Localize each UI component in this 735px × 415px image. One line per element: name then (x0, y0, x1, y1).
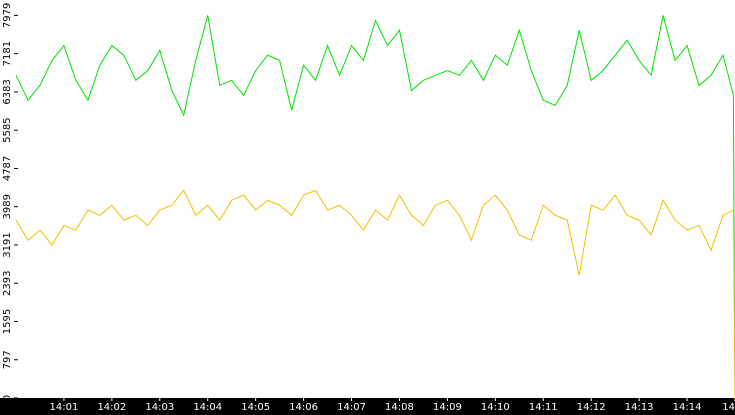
x-tick-label: 14:07 (337, 402, 366, 413)
x-tick-label: 14:09 (433, 402, 462, 413)
x-tick-label: 14 (722, 402, 735, 413)
x-tick-label: 14:02 (97, 402, 126, 413)
y-tick-label: 5585 (2, 117, 13, 142)
series-line (15, 189, 735, 399)
x-tick-label: 14:08 (385, 402, 414, 413)
y-tick-label: 3191 (2, 232, 13, 257)
y-tick-label: 0 (2, 395, 13, 401)
y-tick-label: 4787 (2, 156, 13, 181)
x-tick-label: 14:04 (193, 402, 222, 413)
x-tick-label: 14:13 (625, 402, 654, 413)
y-tick-label: 7979 (2, 3, 13, 28)
x-tick-label: 14:14 (673, 402, 702, 413)
x-tick-label: 14:06 (289, 402, 318, 413)
y-tick-label: 1595 (2, 309, 13, 334)
x-tick-label: 14:12 (577, 402, 606, 413)
x-tick-label: 14:01 (50, 402, 79, 413)
x-tick-label: 14:11 (529, 402, 558, 413)
series-line (15, 15, 735, 399)
x-tick-label: 14:05 (241, 402, 270, 413)
x-tick-label: 14:10 (481, 402, 510, 413)
y-tick-label: 797 (2, 350, 13, 369)
y-tick-label: 6383 (2, 79, 13, 104)
x-tick-label: 14:03 (145, 402, 174, 413)
time-axis-bar (0, 398, 735, 415)
y-tick-label: 3989 (2, 194, 13, 219)
y-tick-label: 2393 (2, 271, 13, 296)
y-tick-label: 7181 (2, 41, 13, 66)
